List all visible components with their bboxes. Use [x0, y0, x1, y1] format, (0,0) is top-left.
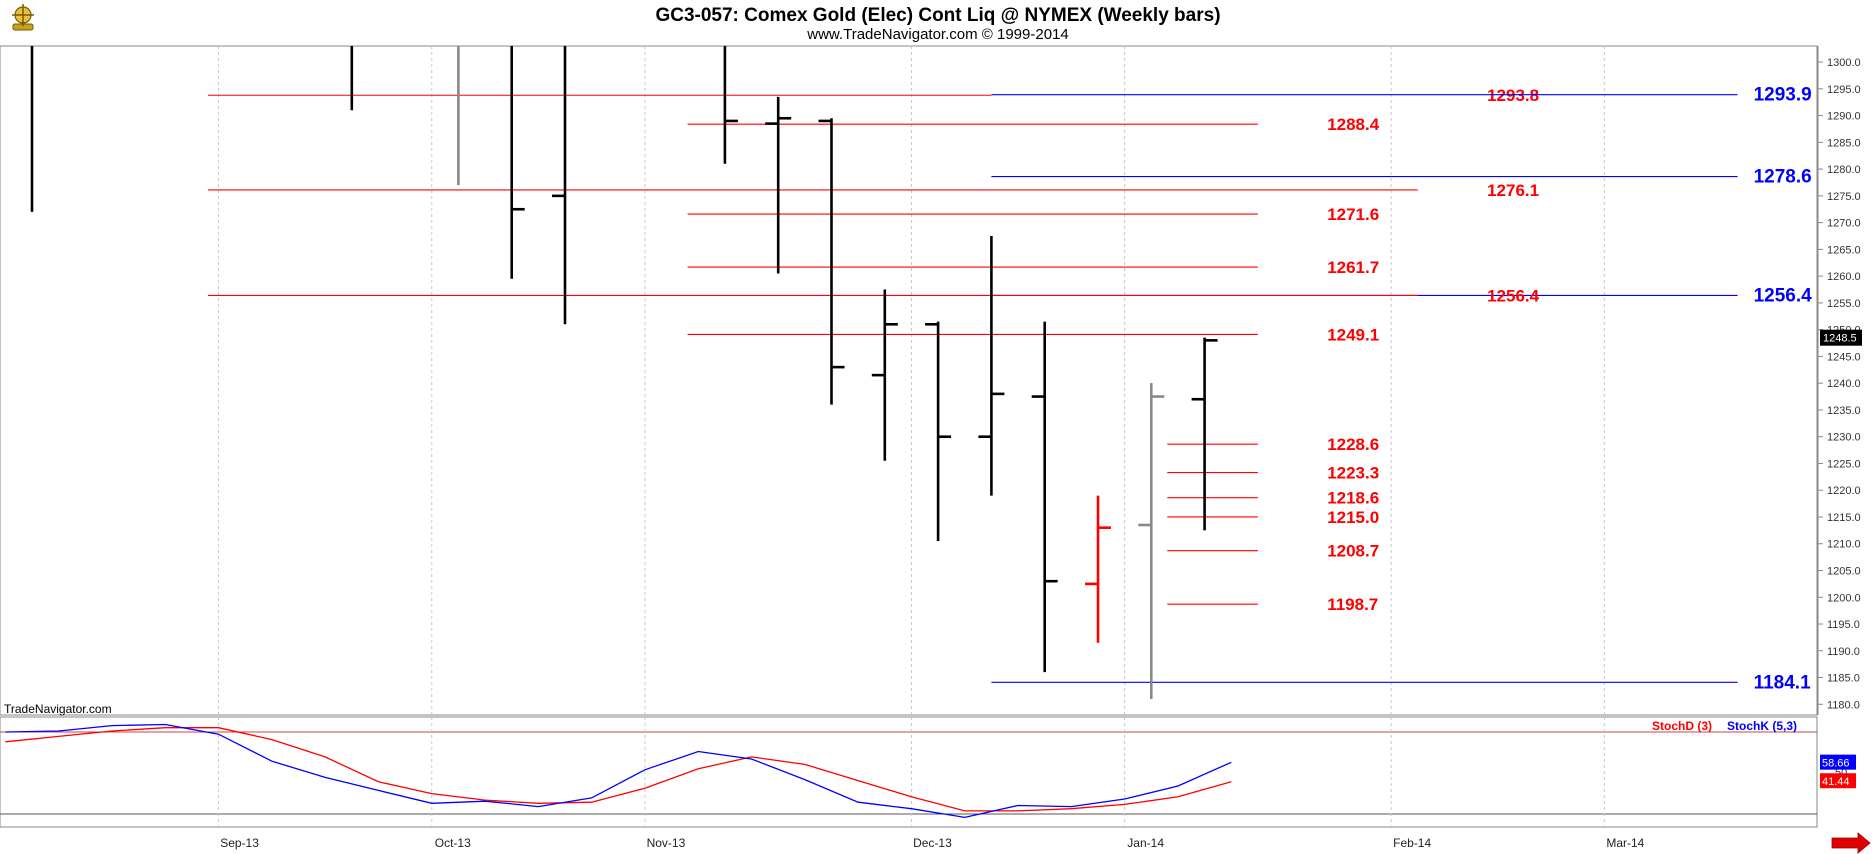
- y-tick-label: 1265.0: [1827, 244, 1861, 256]
- y-tick-label: 1290.0: [1827, 111, 1861, 123]
- y-tick-label: 1295.0: [1827, 84, 1861, 96]
- y-tick-label: 1270.0: [1827, 218, 1861, 230]
- stoch-d-value-marker: [1820, 773, 1856, 789]
- x-tick-label: Mar-14: [1606, 836, 1644, 850]
- y-tick-label: 1240.0: [1827, 378, 1861, 390]
- level-label: 1223.3: [1327, 464, 1379, 483]
- y-tick-label: 1195.0: [1827, 619, 1860, 631]
- price-panel: 1293.8 1293.9 1288.4 1278.6 1276.1 1271.6 1261…: [0, 45, 1818, 716]
- y-tick-label: 1260.0: [1827, 271, 1861, 283]
- stoch-d-legend: StochD (3): [1652, 719, 1712, 733]
- scroll-right-arrow-icon[interactable]: [1831, 832, 1871, 854]
- level-label: 1293.9: [1754, 85, 1812, 106]
- y-tick-label: 1220.0: [1827, 485, 1861, 497]
- stoch-k-value-marker: [1820, 754, 1856, 770]
- y-tick-label: 1210.0: [1827, 539, 1861, 551]
- y-tick-label: 1285.0: [1827, 137, 1861, 149]
- x-tick-label: Dec-13: [913, 836, 952, 850]
- level-label: 1261.7: [1327, 258, 1379, 277]
- level-label: 1256.4: [1754, 285, 1813, 306]
- logo-icon: [12, 4, 34, 31]
- level-label: 1249.1: [1327, 325, 1379, 344]
- stoch-d-line: [5, 727, 1232, 812]
- y-tick-label: 1190.0: [1827, 646, 1860, 658]
- level-label: 1228.6: [1327, 435, 1379, 454]
- level-label: 1276.1: [1487, 181, 1539, 200]
- y-tick-label: 1200.0: [1827, 592, 1861, 604]
- x-tick-label: Feb-14: [1393, 836, 1431, 850]
- stoch-k-line: [5, 723, 1232, 819]
- level-label: 1198.7: [1327, 595, 1378, 614]
- y-tick-label: 1235.0: [1827, 405, 1861, 417]
- level-label: 1215.0: [1327, 508, 1379, 527]
- last-price-label: 1248.5: [1823, 333, 1857, 345]
- x-tick-label: Jan-14: [1127, 836, 1164, 850]
- stochastic-panel: StochD (3) StochK (5,3) 50 58.66 41.44: [0, 716, 1856, 828]
- level-label: 1256.4: [1487, 286, 1540, 305]
- x-tick-label: Sep-13: [220, 836, 259, 850]
- stoch-k-value: 58.66: [1822, 758, 1850, 770]
- stoch-gridlines: [218, 717, 1605, 827]
- y-tick-label: 1245.0: [1827, 351, 1861, 363]
- y-tick-label: 1215.0: [1827, 512, 1861, 524]
- level-label: 1208.7: [1327, 542, 1379, 561]
- watermark: TradeNavigator.com: [4, 702, 112, 716]
- level-label: 1293.8: [1487, 86, 1539, 105]
- level-lines: 1293.8 1293.9 1288.4 1278.6 1276.1 1271.6 1261…: [207, 85, 1813, 693]
- y-tick-label: 1255.0: [1827, 298, 1861, 310]
- date-axis: Sep-13 Oct-13 Nov-13 Dec-13 Jan-14 Feb-14 Mar-…: [220, 836, 1644, 850]
- stoch-k-legend: StochK (5,3): [1727, 719, 1797, 733]
- stoch-d-value: 41.44: [1822, 776, 1850, 788]
- price-axis: 1180.0 1185.0 1190.0 1195.0 1200.0 1205.0 1210…: [1817, 46, 1862, 715]
- level-label: 1184.1: [1754, 672, 1811, 693]
- x-tick-label: Oct-13: [435, 836, 471, 850]
- level-label: 1218.6: [1327, 489, 1379, 508]
- level-label: 1278.6: [1754, 167, 1812, 188]
- y-tick-label: 1300.0: [1827, 57, 1861, 69]
- y-tick-label: 1180.0: [1827, 699, 1860, 711]
- y-tick-label: 1280.0: [1827, 164, 1861, 176]
- y-tick-label: 1230.0: [1827, 432, 1861, 444]
- y-tick-label: 1205.0: [1827, 565, 1861, 577]
- chart-subtitle: www.TradeNavigator.com © 1999-2014: [806, 26, 1068, 43]
- level-label: 1271.6: [1327, 205, 1379, 224]
- y-tick-label: 1185.0: [1827, 673, 1860, 685]
- y-tick-label: 1225.0: [1827, 458, 1861, 470]
- y-tick-label: 1275.0: [1827, 191, 1861, 203]
- x-tick-label: Nov-13: [647, 836, 686, 850]
- chart-title: GC3-057: Comex Gold (Elec) Cont Liq @ NY…: [655, 5, 1220, 26]
- last-price-marker: [1820, 329, 1862, 346]
- level-label: 1288.4: [1327, 115, 1380, 134]
- price-axis-ticks: 1180.0 1185.0 1190.0 1195.0 1200.0 1205.0 1210…: [1818, 57, 1861, 711]
- price-bars: [30, 46, 1218, 699]
